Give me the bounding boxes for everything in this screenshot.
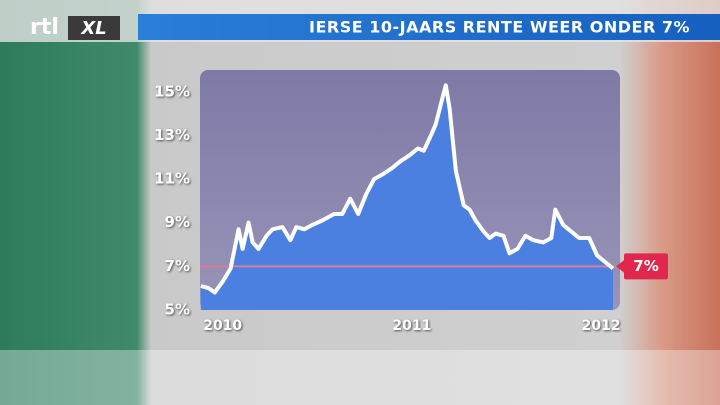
reference-label: 7% [633, 257, 658, 275]
y-tick-label: 9% [165, 213, 190, 231]
logo-xl: XL [80, 18, 106, 39]
y-tick-label: 5% [165, 301, 190, 319]
chart-title: IERSE 10-JAARS RENTE WEER ONDER 7% [309, 18, 690, 37]
x-tick-label: 2011 [392, 318, 431, 334]
logo-box [68, 16, 120, 40]
y-tick-label: 7% [165, 257, 190, 275]
background-band [0, 350, 720, 405]
y-tick-label: 13% [154, 126, 190, 144]
line [200, 83, 615, 295]
x-tick-label: 2010 [203, 318, 242, 334]
x-tick-label: 2012 [582, 318, 621, 334]
y-tick-label: 15% [154, 82, 190, 100]
title-bar [138, 14, 720, 40]
reference-label-box [624, 253, 668, 280]
reference-label-pointer [616, 259, 625, 274]
logo-rtl: rtl [30, 15, 59, 40]
y-tick-label: 11% [154, 170, 190, 188]
